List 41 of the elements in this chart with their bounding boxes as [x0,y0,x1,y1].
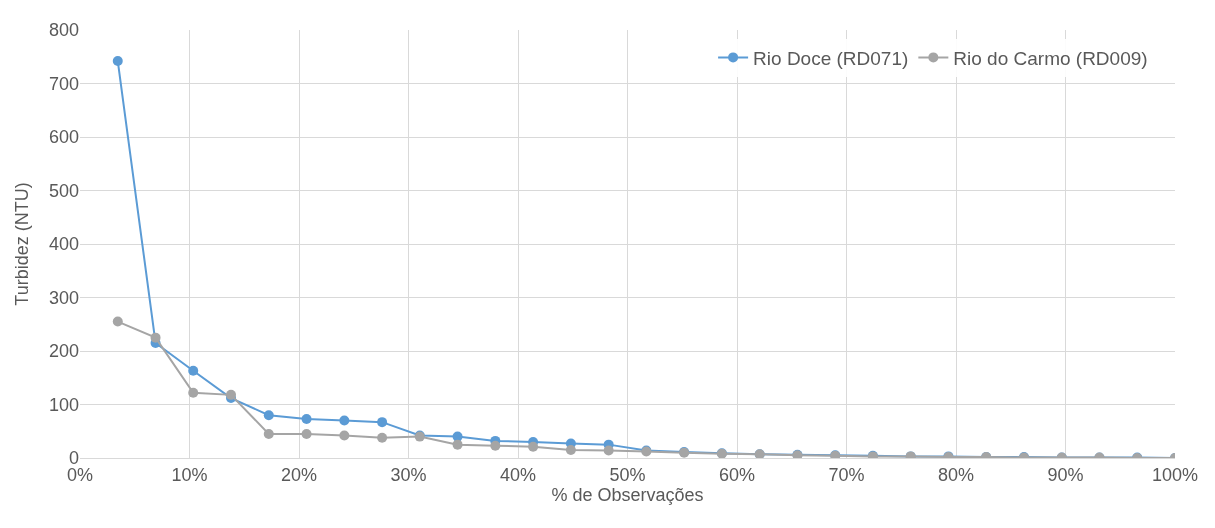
point [150,332,161,343]
y-tick-label: 500 [48,180,79,201]
x-tick-label: 100% [1151,464,1199,485]
point [301,413,312,424]
x-tick-label: 70% [828,464,865,485]
x-tick-label: 20% [280,464,318,485]
point [112,56,123,67]
y-tick-label: 800 [48,20,79,41]
point [112,316,123,327]
x-tick-label: 30% [390,464,427,485]
y-tick-label: 400 [48,234,79,255]
legend-label: Rio do Carmo (RD009) [953,47,1148,69]
y-tick-label: 200 [48,341,79,362]
point [226,389,236,400]
x-tick-label: 50% [609,464,646,485]
y-axis-title: Turbidez (NTU) [12,182,33,306]
x-tick-label: 40% [499,464,537,485]
point [188,387,199,398]
y-tick-label: 700 [48,73,79,94]
x-axis-title: % de Observações [551,484,704,505]
y-tick-label: 100 [48,394,79,415]
point [377,417,388,428]
x-tick-label: 80% [937,464,975,485]
x-tick-label: 10% [171,464,208,485]
point [339,430,350,441]
point [452,439,463,450]
x-tick-label: 60% [718,464,756,485]
y-tick-label: 300 [48,287,79,308]
x-tick-label: 90% [1047,464,1084,485]
point [301,428,312,439]
legend-label: Rio Doce (RD071) [753,47,909,69]
point [565,444,576,455]
point [263,428,274,439]
point [528,441,539,452]
point [377,432,388,443]
y-tick-label: 600 [48,127,79,148]
point [188,365,199,376]
point [490,440,501,451]
point [339,415,350,426]
point [603,445,614,456]
point [263,410,274,421]
